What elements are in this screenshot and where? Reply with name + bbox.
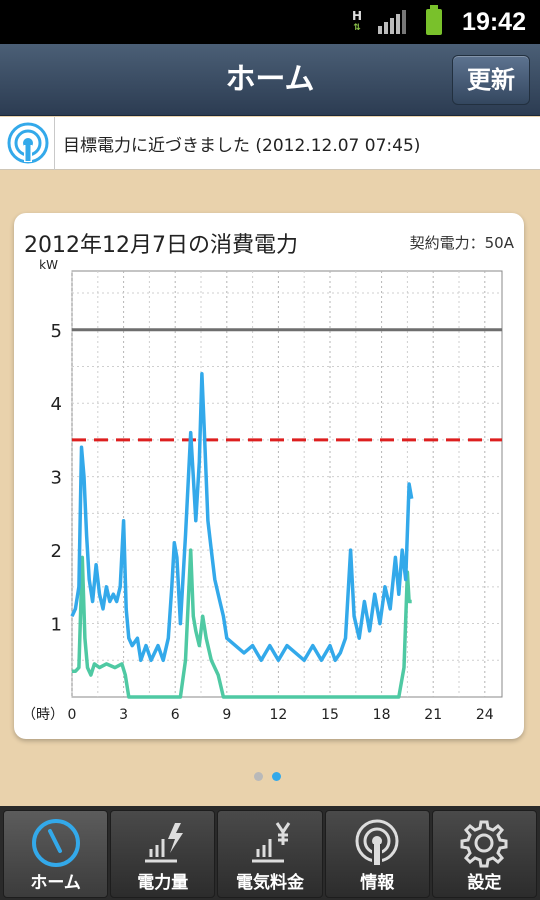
- home-gauge-icon: [30, 817, 82, 873]
- page-dot: [254, 772, 263, 781]
- x-tick-label: 9: [222, 707, 231, 723]
- y-tick-label: 1: [51, 615, 62, 636]
- page-indicator: [254, 772, 290, 781]
- x-tick-label: 3: [119, 707, 128, 723]
- battery-icon: [426, 5, 443, 35]
- y-tick-label: 3: [51, 468, 62, 489]
- page-title: ホーム: [225, 62, 315, 97]
- network-type-icon: H ⇅: [352, 9, 363, 33]
- x-tick-label: 21: [424, 707, 442, 723]
- x-tick-label: 12: [269, 707, 287, 723]
- tab-label: 電力量: [137, 873, 189, 893]
- tab-info-broadcast[interactable]: 情報: [324, 810, 430, 898]
- y-axis-unit-label: kW: [39, 258, 58, 272]
- x-tick-label: 15: [321, 707, 339, 723]
- y-tick-label: 5: [51, 321, 62, 342]
- info-broadcast-icon: [351, 817, 403, 873]
- notification-bar[interactable]: 目標電力に近づきました (2012.12.07 07:45): [0, 116, 540, 170]
- title-bar: ホーム 更新: [0, 44, 540, 116]
- tab-electricity-fee[interactable]: 電気料金: [217, 810, 323, 898]
- signal-strength-icon: [378, 10, 408, 34]
- y-tick-label: 2: [51, 541, 62, 562]
- tab-label: ホーム: [30, 873, 81, 893]
- x-tick-label: 24: [476, 707, 494, 723]
- contract-power-label: 契約電力：50A: [409, 234, 514, 252]
- x-axis-unit-label: （時）: [22, 707, 64, 723]
- tab-label: 設定: [467, 873, 502, 893]
- plot-frame: [71, 270, 503, 698]
- notification-divider: [54, 116, 55, 170]
- bottom-tab-bar: ホーム 電力量 電気料金 情報 設定: [0, 806, 540, 900]
- status-bar: H ⇅ 19:42: [0, 0, 540, 44]
- refresh-button[interactable]: 更新: [452, 55, 530, 105]
- tab-label: 電気料金: [236, 873, 304, 893]
- tab-label: 情報: [360, 873, 395, 893]
- series-line-secondary: [72, 548, 412, 699]
- network-type-label: H: [352, 9, 363, 23]
- broadcast-icon: [7, 122, 49, 164]
- x-tick-label: 6: [171, 707, 180, 723]
- series-line-total: [70, 372, 414, 663]
- page-dot: [272, 772, 281, 781]
- electricity-fee-icon: [244, 817, 296, 873]
- settings-gear-icon: [458, 817, 510, 873]
- tab-settings-gear[interactable]: 設定: [431, 810, 538, 898]
- tab-home-gauge[interactable]: ホーム: [3, 810, 109, 898]
- y-tick-label: 4: [51, 394, 62, 415]
- card-title: 2012年12月7日の消費電力: [24, 233, 298, 258]
- status-icons: H ⇅ 19:42: [352, 0, 540, 44]
- x-tick-label: 0: [68, 707, 77, 723]
- tab-power-amount[interactable]: 電力量: [110, 810, 216, 898]
- x-tick-label: 18: [373, 707, 391, 723]
- status-clock: 19:42: [462, 7, 526, 36]
- consumption-card[interactable]: 2012年12月7日の消費電力 契約電力：50A 0 3 6 9 12 15 18 21 24 1…: [14, 213, 524, 739]
- notification-message: 目標電力に近づきました (2012.12.07 07:45): [63, 135, 421, 156]
- power-amount-icon: [137, 817, 189, 873]
